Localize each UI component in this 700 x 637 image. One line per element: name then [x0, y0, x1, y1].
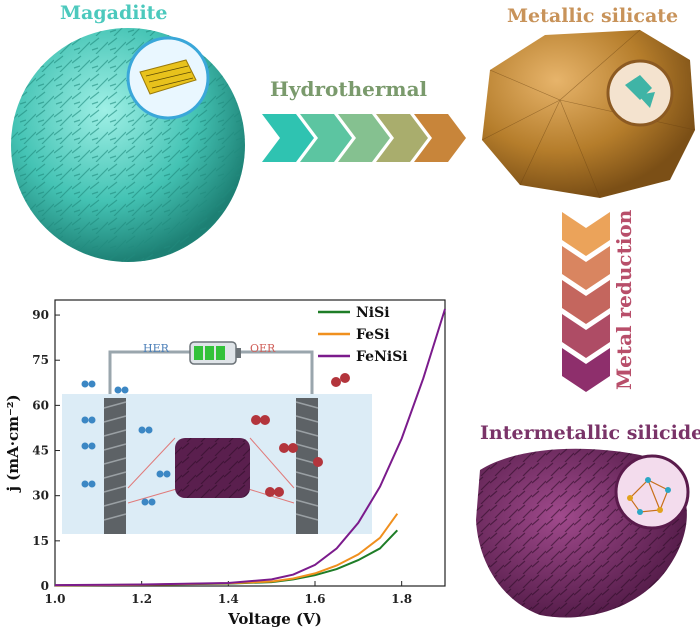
hydrothermal-chevrons [262, 114, 466, 162]
anode-electrode [295, 398, 319, 534]
hydrothermal-label: Hydrothermal [270, 77, 428, 101]
oxygen-bubbles [251, 373, 350, 497]
metal-reduction-chevrons [562, 212, 610, 392]
her-label: HER [143, 342, 170, 355]
plot-frame [54, 299, 446, 587]
intermetallic-silicide-particle [476, 448, 690, 618]
hydrogen-bubbles [81, 380, 171, 506]
legend-label-nisi: NiSi [356, 305, 390, 321]
series-line-fenisi [54, 308, 446, 587]
metallic-silicate-rock [481, 29, 696, 199]
magadiite-sphere [11, 28, 245, 262]
intermetallic-silicide-label: Intermetallic silicide [480, 422, 700, 444]
oer-label: OER [250, 342, 276, 355]
x-axis-label: Voltage (V) [227, 610, 322, 628]
battery-icon [189, 341, 241, 365]
x-tick-label: 1.6 [305, 592, 326, 606]
x-tick-label: 1.8 [391, 592, 412, 606]
current-density-chart: HER OER [4, 299, 446, 628]
y-tick-label: 15 [32, 534, 49, 548]
electrolyzer-inset: HER OER [62, 341, 372, 534]
y-tick-label: 90 [32, 308, 49, 322]
magadiite-label: Magadiite [60, 2, 168, 24]
y-axis-label: j (mA·cm⁻²) [4, 394, 22, 493]
x-tick-label: 1.2 [131, 592, 152, 606]
x-tick-label: 1.0 [45, 592, 66, 606]
y-tick-label: 60 [32, 398, 49, 412]
y-tick-label: 30 [32, 489, 49, 503]
y-tick-label: 45 [32, 444, 49, 458]
legend-label-fenisi: FeNiSi [356, 349, 408, 365]
cathode-electrode [103, 398, 127, 534]
y-tick-label: 75 [32, 353, 49, 367]
metallic-silicate-label: Metallic silicate [507, 5, 679, 27]
y-tick-label: 0 [41, 579, 49, 593]
legend-label-fesi: FeSi [356, 327, 390, 343]
x-tick-label: 1.4 [218, 592, 239, 606]
